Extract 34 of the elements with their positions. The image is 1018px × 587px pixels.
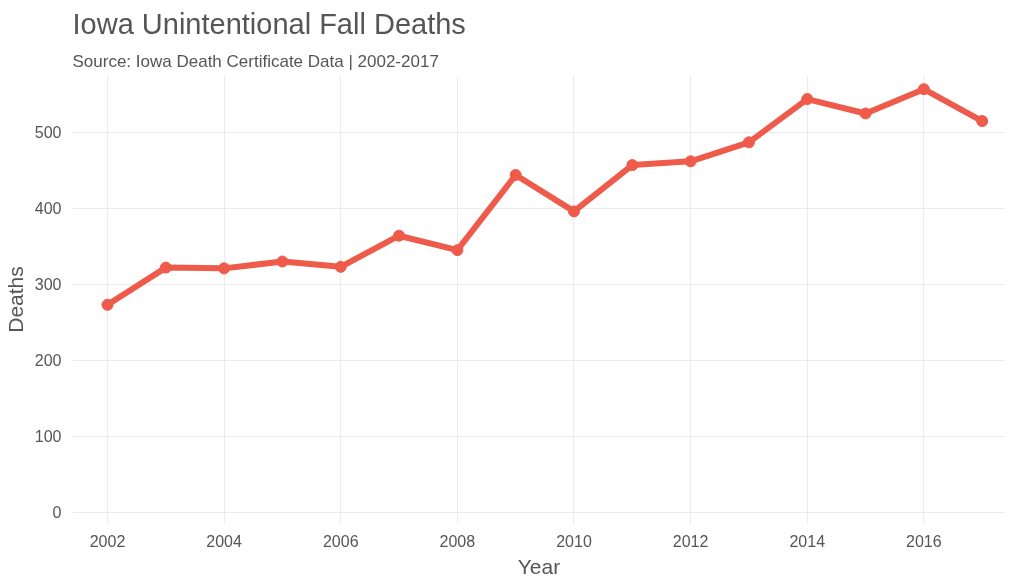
point — [801, 93, 814, 106]
y-tick-label: 400 — [34, 200, 62, 218]
point — [859, 107, 872, 120]
chart-title: Iowa Unintentional Fall Deaths — [72, 7, 466, 40]
x-tick-label: 2004 — [206, 532, 243, 550]
point — [276, 255, 289, 268]
y-tick-label: 300 — [34, 276, 62, 294]
point — [159, 261, 172, 274]
x-tick-label: 2006 — [322, 532, 359, 550]
point — [684, 155, 697, 168]
chart-subtitle: Source: Iowa Death Certificate Data | 2002-2017 — [72, 51, 439, 71]
x-tick-label: 2014 — [789, 532, 826, 550]
x-tick-label: 2008 — [439, 532, 476, 550]
point — [976, 115, 989, 128]
point — [917, 83, 930, 96]
point — [393, 229, 406, 242]
x-tick-label: 2012 — [672, 532, 709, 550]
point — [742, 136, 755, 149]
y-tick-label: 200 — [34, 352, 62, 370]
point — [567, 205, 580, 218]
y-tick-label: 500 — [34, 124, 62, 142]
y-axis-title: Deaths — [3, 266, 27, 333]
point — [509, 168, 522, 181]
x-tick-label: 2010 — [556, 532, 592, 550]
point — [626, 159, 639, 172]
y-tick-label: 0 — [52, 504, 62, 522]
point — [218, 262, 231, 275]
point — [101, 298, 114, 311]
y-tick-label: 100 — [34, 428, 62, 446]
point — [334, 260, 347, 273]
x-tick-label: 2002 — [89, 532, 126, 550]
point — [451, 244, 464, 257]
x-tick-label: 2016 — [906, 532, 942, 550]
x-axis-title: Year — [517, 554, 561, 578]
